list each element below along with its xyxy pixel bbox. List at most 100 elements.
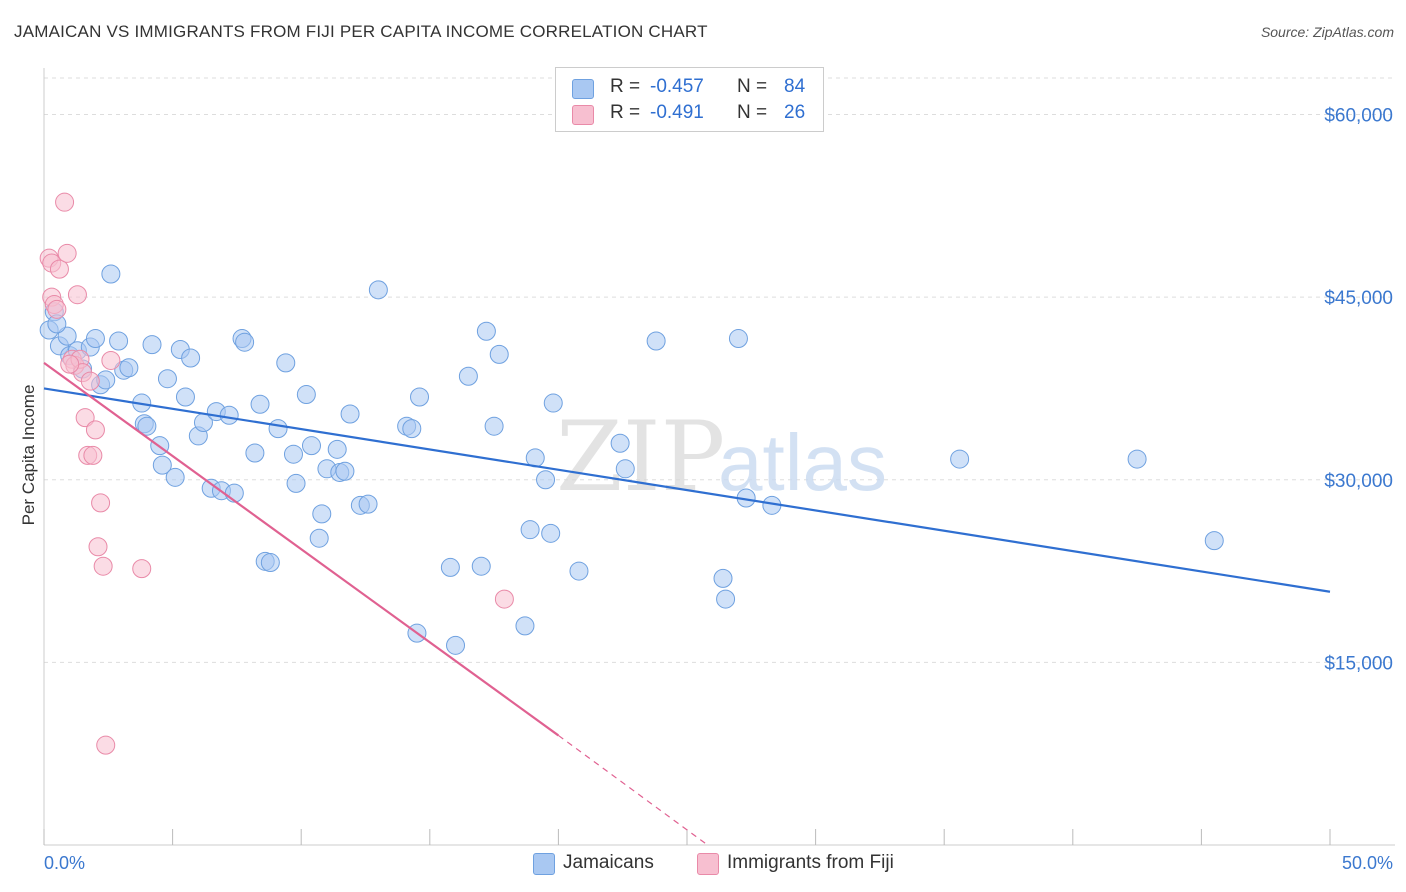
data-point [268, 419, 288, 439]
data-point [515, 616, 535, 636]
x-tick-label: 0.0% [44, 853, 85, 873]
data-point [476, 321, 496, 341]
data-point [57, 243, 77, 263]
data-point [101, 264, 121, 284]
data-point [283, 444, 303, 464]
data-point [543, 393, 563, 413]
data-point [446, 635, 466, 655]
data-point [93, 556, 113, 576]
data-point [335, 461, 355, 481]
data-point [410, 387, 430, 407]
watermark: ZIP atlas [556, 401, 887, 513]
legend-r-label: R = [610, 102, 641, 123]
bottom-legend-swatch-fiji [697, 853, 719, 875]
data-point [286, 473, 306, 493]
legend-n-label: N = [737, 76, 768, 97]
data-point [67, 285, 87, 305]
watermark-zip: ZIP [556, 401, 725, 513]
y-tick-label: $45,000 [1324, 288, 1393, 309]
data-point [85, 420, 105, 440]
data-point [312, 504, 332, 524]
data-point [716, 589, 736, 609]
legend-swatch-fiji [572, 105, 594, 125]
bottom-legend-label-jamaicans: Jamaicans [563, 852, 654, 873]
data-point [458, 366, 478, 386]
tick-labels: $15,000 $30,000 $45,000 $60,000 0.0% 50.0% [44, 106, 1393, 873]
data-point [536, 470, 556, 490]
data-point [358, 494, 378, 514]
data-point [309, 528, 329, 548]
data-point [489, 344, 509, 364]
data-point [219, 405, 239, 425]
data-point [91, 493, 111, 513]
data-point [260, 553, 280, 573]
x-tick-label: 50.0% [1342, 853, 1393, 873]
source-label: Source: ZipAtlas.com [1260, 24, 1394, 40]
data-point [142, 335, 162, 355]
data-point [646, 331, 666, 351]
data-point [471, 556, 491, 576]
data-point [713, 568, 733, 588]
bottom-legend-swatch-jamaicans [533, 853, 555, 875]
trend-line [43, 361, 560, 737]
data-point [57, 326, 77, 346]
data-point [181, 348, 201, 368]
y-tick-label: $15,000 [1324, 653, 1393, 674]
data-point [296, 385, 316, 405]
data-point [88, 537, 108, 557]
data-point [610, 433, 630, 453]
data-point [541, 523, 561, 543]
trend-lines [43, 361, 1331, 846]
data-point [60, 354, 80, 374]
legend-n-value: 26 [784, 102, 806, 123]
y-tick-label: $30,000 [1324, 471, 1393, 492]
data-point [440, 557, 460, 577]
y-tick-label: $60,000 [1324, 106, 1393, 127]
data-point [165, 467, 185, 487]
chart-title: JAMAICAN VS IMMIGRANTS FROM FIJI PER CAP… [14, 22, 708, 41]
legend-r-label: R = [610, 76, 641, 97]
legend-n-label: N = [737, 102, 768, 123]
data-point [250, 394, 270, 414]
data-point [96, 735, 116, 755]
data-point [402, 419, 422, 439]
trend-line-extension [558, 734, 708, 846]
data-point [109, 331, 129, 351]
data-point [152, 455, 172, 475]
bottom-legend-label-fiji: Immigrants from Fiji [727, 852, 894, 873]
data-point [137, 416, 157, 436]
data-point [119, 358, 139, 378]
axes [43, 68, 1395, 846]
y-axis-label: Per Capita Income [19, 385, 38, 526]
data-point [950, 449, 970, 469]
data-point [49, 259, 69, 279]
legend-r-value: -0.491 [650, 102, 704, 123]
data-points [39, 192, 1224, 755]
data-point [1204, 531, 1224, 551]
data-point [80, 371, 100, 391]
data-point [175, 387, 195, 407]
data-point [132, 559, 152, 579]
data-point [245, 443, 265, 463]
data-point [83, 445, 103, 465]
legend-swatch-jamaicans [572, 79, 594, 99]
data-point [484, 416, 504, 436]
data-point [615, 459, 635, 479]
data-point [520, 520, 540, 540]
stats-legend: R = -0.457 N = 84 R = -0.491 N = 26 [555, 67, 824, 132]
data-point [368, 280, 388, 300]
data-point [340, 404, 360, 424]
data-point [55, 192, 75, 212]
data-point [276, 353, 296, 373]
data-point [235, 332, 255, 352]
data-point [728, 329, 748, 349]
data-point [75, 408, 95, 428]
data-point [327, 439, 347, 459]
legend-n-value: 84 [784, 76, 806, 97]
trend-line [43, 387, 1331, 593]
data-point [101, 350, 121, 370]
data-point [569, 561, 589, 581]
data-point [47, 299, 67, 319]
data-point [1127, 449, 1147, 469]
